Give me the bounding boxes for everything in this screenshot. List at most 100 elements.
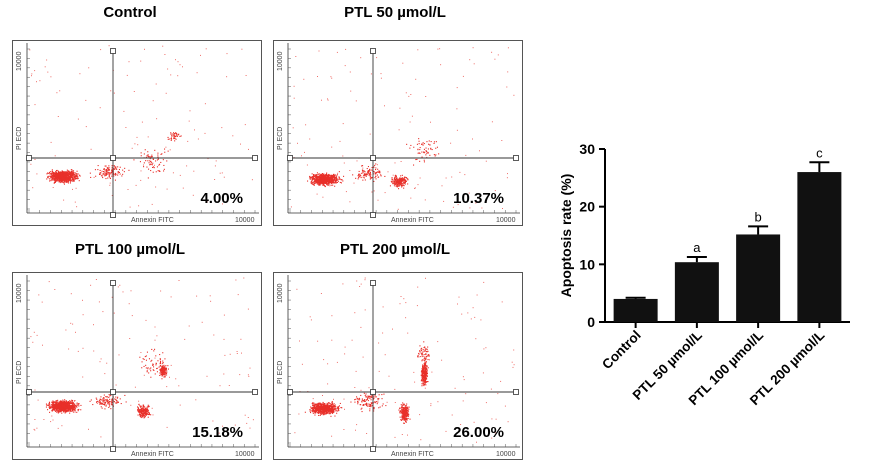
scatter-dot: [435, 154, 437, 156]
scatter-dot: [332, 175, 334, 177]
scatter-dot: [323, 407, 325, 409]
scatter-dot: [60, 407, 62, 409]
scatter-dot: [74, 411, 76, 413]
scatter-dot: [54, 405, 56, 407]
scatter-dot: [502, 208, 503, 209]
scatter-dot: [345, 191, 347, 193]
scatter-dot: [323, 408, 325, 410]
scatter-dot: [173, 133, 175, 135]
scatter-dot: [67, 402, 69, 404]
scatter-dot: [105, 172, 107, 174]
scatter-dot: [72, 175, 74, 177]
scatter-dot: [47, 71, 49, 73]
scatter-dot: [368, 171, 370, 173]
scatter-dot: [142, 406, 144, 408]
scatter-dot: [513, 94, 515, 96]
scatter-dot: [47, 175, 49, 177]
scatter-dot: [101, 407, 103, 409]
scatter-dot: [79, 174, 81, 176]
scatter-dot: [389, 185, 391, 187]
scatter-dot: [395, 176, 397, 178]
panel-title-control: Control: [103, 4, 157, 21]
scatter-dot: [251, 179, 253, 181]
scatter-dot: [66, 402, 68, 404]
scatter-dot: [61, 175, 63, 177]
scatter-dot: [175, 59, 176, 61]
scatter-dot: [323, 404, 325, 406]
scatter-dot: [391, 178, 393, 180]
scatter-dot: [151, 359, 153, 361]
scatter-dot: [104, 399, 106, 401]
scatter-dot: [174, 133, 176, 135]
scatter-dot: [309, 178, 311, 180]
scatter-dot: [119, 398, 121, 400]
scatter-dot: [451, 176, 453, 178]
scatter-dot: [329, 177, 331, 179]
scatter-dot: [319, 413, 321, 415]
scatter-dot: [160, 161, 162, 163]
scatter-dot: [426, 141, 428, 143]
scatter-dot: [143, 410, 145, 412]
scatter-dot: [63, 408, 65, 410]
scatter-dot: [147, 160, 149, 162]
scatter-dot: [152, 369, 154, 371]
scatter-dot: [65, 408, 67, 410]
scatter-dot: [403, 181, 405, 183]
scatter-dot: [324, 180, 326, 182]
scatter-dot: [236, 351, 238, 352]
scatter-dot: [108, 165, 110, 167]
scatter-dot: [316, 403, 318, 405]
scatter-dot: [53, 182, 55, 184]
scatter-dot: [56, 401, 58, 403]
scatter-dot: [72, 411, 74, 413]
scatter-dot: [322, 406, 324, 408]
scatter-dot: [311, 180, 313, 182]
scatter-dot: [326, 177, 328, 179]
scatter-dot: [392, 178, 394, 180]
scatter-dot: [70, 403, 72, 405]
scatter-dot: [55, 402, 57, 404]
scatter-dot: [139, 413, 141, 415]
scatter-dot: [326, 184, 328, 186]
scatter-dot: [117, 401, 119, 403]
scatter-dot: [164, 375, 166, 377]
scatter-dot: [55, 173, 57, 175]
scatter-dot: [332, 409, 334, 411]
scatter-dot: [31, 73, 33, 75]
scatter-dot: [180, 135, 182, 137]
scatter-dot: [151, 407, 153, 409]
scatter-dot: [439, 48, 441, 50]
scatter-dot: [385, 405, 387, 407]
scatter-dot: [314, 409, 316, 411]
scatter-dot: [55, 175, 57, 177]
scatter-dot: [408, 95, 410, 97]
scatter-dot: [327, 407, 329, 409]
scatter-dot: [153, 167, 155, 169]
scatter-dot: [99, 398, 101, 400]
quadrant-handle: [26, 155, 32, 161]
scatter-dot: [403, 177, 405, 179]
scatter-dot: [318, 184, 320, 186]
scatter-dot: [178, 385, 180, 387]
scatter-dot: [69, 400, 71, 402]
scatter-dot: [150, 162, 152, 164]
scatter-dot: [60, 174, 62, 176]
scatter-dot: [109, 173, 111, 175]
scatter-dot: [324, 403, 326, 405]
scatter-dot: [66, 180, 68, 182]
scatter-dot: [138, 400, 140, 402]
scatter-dot: [106, 400, 108, 402]
scatter-dot: [93, 350, 95, 352]
scatter-dot: [57, 412, 59, 414]
scatter-dot: [398, 188, 400, 190]
scatter-dot: [51, 410, 53, 412]
scatter-dot: [90, 176, 92, 178]
scatter-dot: [62, 408, 64, 410]
scatter-dot: [314, 175, 316, 177]
scatter-dot: [331, 403, 333, 405]
scatter-dot: [491, 51, 493, 53]
scatter-dot: [145, 407, 147, 409]
scatter-dot: [106, 170, 108, 172]
scatter-dot: [57, 175, 59, 177]
scatter-dot: [70, 173, 72, 175]
